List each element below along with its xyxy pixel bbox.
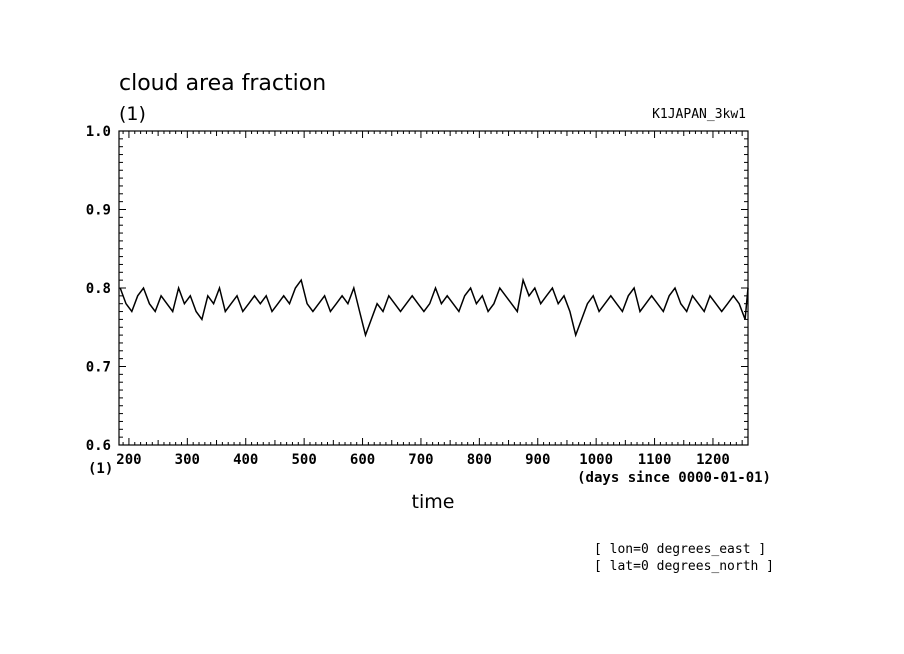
plot-frame xyxy=(118,130,749,446)
x-axis-unit-label: (days since 0000-01-01) xyxy=(577,470,771,486)
series-line-0 xyxy=(119,277,749,338)
x-tick-label: 1100 xyxy=(638,452,672,468)
x-tick-label: 200 xyxy=(116,452,141,468)
y-axis-unit-label-bottom: (1) xyxy=(88,461,113,477)
x-tick-label: 300 xyxy=(175,452,200,468)
note-lat: [ lat=0 degrees_north ] xyxy=(594,559,774,574)
x-tick-label: 1000 xyxy=(579,452,613,468)
x-tick-label: 400 xyxy=(233,452,258,468)
y-tick-label: 0.8 xyxy=(86,281,111,297)
run-label: K1JAPAN_3kw1 xyxy=(652,107,746,122)
y-tick-label: 1.0 xyxy=(86,124,111,140)
note-lon: [ lon=0 degrees_east ] xyxy=(594,542,766,557)
x-tick-label: 500 xyxy=(291,452,316,468)
x-tick-label: 900 xyxy=(525,452,550,468)
y-axis-unit-label: (1) xyxy=(119,103,146,125)
y-tick-label: 0.6 xyxy=(86,438,111,454)
x-tick-label: 600 xyxy=(350,452,375,468)
y-tick-label: 0.9 xyxy=(86,203,111,219)
x-tick-label: 800 xyxy=(467,452,492,468)
y-tick-label: 0.7 xyxy=(86,360,111,376)
x-axis-label: time xyxy=(412,491,455,513)
chart-title: cloud area fraction xyxy=(119,71,326,96)
x-tick-label: 700 xyxy=(408,452,433,468)
x-tick-label: 1200 xyxy=(696,452,730,468)
